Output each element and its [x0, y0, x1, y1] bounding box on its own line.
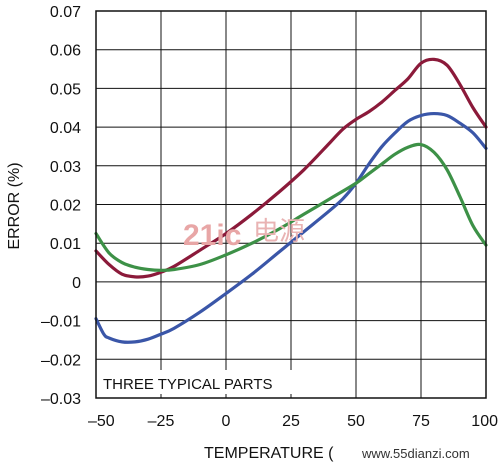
y-tick-label: 0.03: [50, 159, 81, 176]
y-tick-label: 0.06: [50, 43, 81, 60]
grid-lines: [95, 10, 487, 399]
x-tick-label: 75: [412, 413, 430, 430]
x-tick-label: 50: [347, 413, 365, 430]
x-tick-label: –25: [148, 413, 175, 430]
annotation-text: THREE TYPICAL PARTS: [103, 376, 273, 393]
watermark-site: www.55dianzi.com: [361, 446, 470, 461]
x-tick-label: –50: [88, 413, 115, 430]
watermark-logo-chinese: 电源: [253, 216, 305, 246]
series-line-1: [94, 57, 488, 279]
y-tick-labels: –0.03 –0.02 –0.01 0 0.01 0.02 0.03 0.04 0.05 0.06…: [41, 4, 81, 408]
x-axis-title: TEMPERATURE (: [204, 445, 334, 462]
watermark: 21ic 电源 www.55dianzi.com: [183, 216, 500, 464]
annotation-box: [98, 370, 298, 394]
y-tick-label: 0.02: [50, 198, 81, 215]
y-tick-label: 0.07: [50, 4, 81, 21]
y-tick-label: 0.05: [50, 81, 81, 98]
y-axis-title: ERROR (%): [6, 162, 23, 249]
series-line-2: [94, 111, 488, 344]
x-tick-label: 25: [282, 413, 300, 430]
series-line-3: [94, 142, 488, 272]
watermark-site-bg: [356, 442, 500, 464]
y-tick-label: –0.01: [41, 314, 81, 331]
y-tick-label: –0.03: [41, 391, 81, 408]
series-lines: [94, 57, 488, 344]
y-tick-label: 0.01: [50, 236, 81, 253]
y-tick-label: –0.02: [41, 352, 81, 369]
x-tick-label: 100: [471, 413, 498, 430]
plot-frame: [95, 10, 487, 399]
x-tick-label: 0: [222, 413, 231, 430]
y-tick-label: 0: [72, 275, 81, 292]
y-tick-label: 0.04: [50, 120, 81, 137]
x-tick-labels: –50 –25 0 25 50 75 100: [88, 413, 498, 430]
watermark-logo-number: 21ic: [183, 219, 241, 252]
